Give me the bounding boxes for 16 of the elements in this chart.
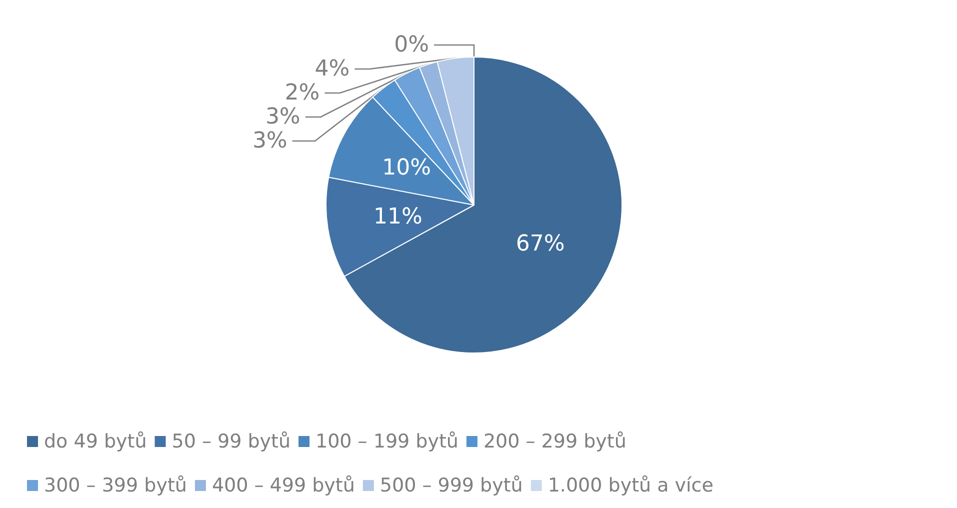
legend-label: 100 – 199 bytů xyxy=(316,430,458,452)
data-label: 11% xyxy=(373,204,422,230)
data-label: 67% xyxy=(516,232,565,257)
data-label: 3% xyxy=(252,128,288,154)
data-label: 3% xyxy=(265,104,300,130)
legend-label: 400 – 499 bytů xyxy=(212,474,355,496)
text: 0% xyxy=(394,32,429,58)
legend-label: 1.000 bytů a více xyxy=(548,474,714,496)
legend-label: 300 – 399 bytů xyxy=(44,474,187,496)
data-label: 2% xyxy=(284,80,320,106)
data-label: 10% xyxy=(382,155,431,180)
legend-label: do 49 bytů xyxy=(44,430,147,452)
legend-label: 500 – 999 bytů xyxy=(380,474,523,496)
legend-label: 200 – 299 bytů xyxy=(483,430,626,452)
data-label: 4% xyxy=(314,56,350,82)
legend-label: 50 – 99 bytů xyxy=(172,430,291,452)
